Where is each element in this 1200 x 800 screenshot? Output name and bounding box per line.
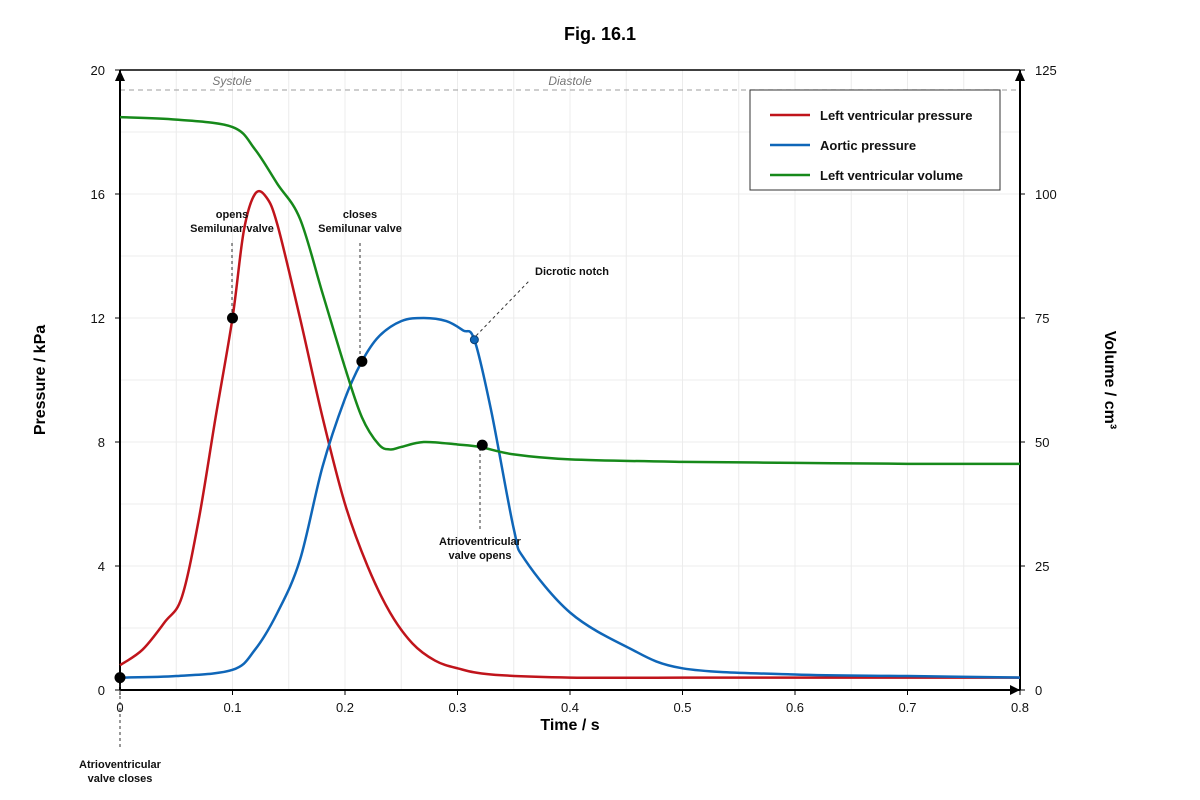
x-tick-label: 0.8: [1011, 700, 1029, 715]
legend-label: Aortic pressure: [820, 138, 916, 153]
x-tick-label: 0.6: [786, 700, 804, 715]
series-line-aortic-pressure: [119, 316, 1021, 679]
y2-tick-label: 50: [1035, 435, 1049, 450]
annotation-label: closes Semilunar valve: [318, 209, 402, 235]
y-tick-label: 12: [91, 311, 105, 326]
series-line-left-ventricular-volume: [119, 115, 1021, 466]
annotation-marker: [476, 439, 488, 451]
annotation-label: opens Semilunar valve: [190, 209, 274, 235]
phase-label: Systole: [212, 74, 252, 88]
annotation-label: Atrioventricular valve closes: [79, 759, 162, 785]
annotation-marker: [356, 355, 368, 367]
legend-box: [749, 89, 1001, 191]
x-tick-label: 0.1: [223, 700, 241, 715]
x-axis-title: Time / s: [540, 717, 599, 734]
x-tick-label: 0.3: [448, 700, 466, 715]
x-tick-label: 0: [116, 700, 123, 715]
y-axis-arrow: [115, 70, 125, 81]
y2-tick-label: 100: [1035, 187, 1057, 202]
annotations: opens Semilunar valve closes Semilunar valv…: [79, 209, 609, 785]
series-line-left-ventricular-pressure: [119, 189, 1020, 680]
x-tick-label: 0.5: [673, 700, 691, 715]
x-tick-label: 0.2: [336, 700, 354, 715]
y-tick-label: 4: [98, 559, 105, 574]
y-tick-label: 0: [98, 683, 105, 698]
y2-axis-arrow: [1015, 70, 1025, 81]
legend-label: Left ventricular pressure: [820, 108, 972, 123]
annotation-marker: [114, 672, 126, 684]
y-tick-label: 20: [91, 63, 105, 78]
y2-axis-title: Volume / cm³: [1101, 331, 1118, 429]
annotation-label: Atrioventricular valve opens: [439, 536, 522, 562]
y2-tick-label: 125: [1035, 63, 1057, 78]
annotation-label: Dicrotic notch: [535, 266, 609, 278]
chart-title: Fig. 16.1: [564, 24, 636, 44]
axes: 0 0.1 0.2 0.3 0.4 0.5 0.6 0.7 0.8 0 4 8 12 16 20 0 25 50 7…: [91, 63, 1057, 715]
y-tick-label: 16: [91, 187, 105, 202]
phase-label: Diastole: [548, 74, 592, 88]
y-axis-title: Pressure / kPa: [32, 325, 49, 435]
series-lines: [119, 115, 1021, 680]
annotation-marker: [469, 335, 479, 345]
x-tick-label: 0.7: [898, 700, 916, 715]
legend-label: Left ventricular volume: [820, 168, 963, 183]
y-tick-label: 8: [98, 435, 105, 450]
legend: Left ventricular pressure Aortic pressure…: [749, 89, 1001, 191]
x-tick-label: 0.4: [561, 700, 579, 715]
y2-tick-label: 75: [1035, 311, 1049, 326]
y2-tick-label: 25: [1035, 559, 1049, 574]
annotation-leader-dicrotic: [471, 279, 531, 341]
phase-band: Systole Diastole: [120, 74, 1020, 91]
y2-tick-label: 0: [1035, 683, 1042, 698]
x-axis-arrow: [1010, 685, 1020, 695]
annotation-marker: [227, 312, 238, 324]
